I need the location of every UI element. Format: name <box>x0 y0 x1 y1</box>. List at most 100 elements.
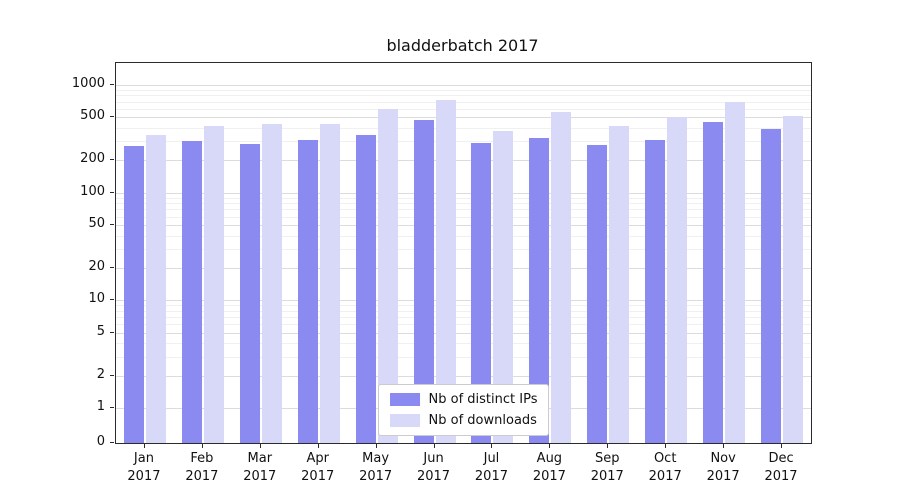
bar-downloads <box>261 124 282 443</box>
bar-downloads <box>667 117 688 443</box>
bar-downloads <box>435 100 456 443</box>
x-tick-label-line: 2017 <box>127 468 161 484</box>
gridline-minor <box>116 317 811 318</box>
x-tick-label-line: 2017 <box>185 468 219 484</box>
y-tick-mark <box>110 159 114 161</box>
x-tick-mark <box>781 444 783 448</box>
x-tick-mark <box>201 444 203 448</box>
y-tick-mark <box>110 442 114 443</box>
x-tick-label: Jan 2017 <box>112 450 176 485</box>
y-tick-mark <box>110 374 114 376</box>
gridline-major <box>116 117 811 119</box>
x-tick-label: Mar 2017 <box>228 450 292 485</box>
bar-downloads <box>551 112 572 443</box>
gridline-minor <box>116 343 811 345</box>
x-tick-mark <box>143 444 145 448</box>
x-tick-mark <box>549 444 551 448</box>
x-tick-label-line: 2017 <box>416 468 451 484</box>
gridline-minor <box>116 235 811 237</box>
bar-distinct-ips <box>123 146 144 443</box>
y-tick-mark <box>110 331 114 333</box>
y-tick-label: 200 <box>80 151 105 167</box>
gridline-minor <box>116 101 811 103</box>
bar-distinct-ips <box>413 120 434 443</box>
bar-distinct-ips <box>529 138 550 443</box>
x-tick-label-line: Oct <box>653 451 677 466</box>
x-tick-mark <box>607 444 609 448</box>
gridline-minor <box>116 197 811 199</box>
x-tick-label-line: 2017 <box>359 468 393 484</box>
gridline-major <box>116 300 811 302</box>
x-tick-label-line: Jun <box>423 451 444 466</box>
x-tick-label-line: 2017 <box>243 468 277 484</box>
x-tick-label-line: 2017 <box>648 468 682 484</box>
x-tick-label-line: 2017 <box>532 468 566 484</box>
legend-swatch-distinct-ips <box>389 393 420 406</box>
y-tick-label: 10 <box>88 291 105 307</box>
x-tick-label: Oct 2017 <box>633 450 697 485</box>
bar-distinct-ips <box>645 139 666 443</box>
y-tick-mark <box>110 299 114 301</box>
x-tick-label-line: 2017 <box>706 468 740 484</box>
gridline-minor <box>116 248 811 250</box>
legend-label-distinct-ips: Nb of distinct IPs <box>428 392 538 407</box>
y-tick-label: 50 <box>88 216 105 232</box>
x-tick-label: Jun 2017 <box>402 450 466 485</box>
gridline-minor <box>116 324 811 326</box>
y-tick-label: 1000 <box>71 75 105 91</box>
y-tick-label: 0 <box>96 434 105 449</box>
y-tick-mark <box>110 224 114 226</box>
bar-downloads <box>725 101 746 443</box>
x-tick-mark <box>259 444 261 448</box>
gridline-minor <box>116 209 811 211</box>
x-tick-label-line: Dec <box>768 451 794 466</box>
gridline-minor <box>116 108 811 110</box>
x-tick-label-line: May <box>362 451 390 466</box>
plot-area: Nb of distinct IPs Nb of downloads <box>115 62 812 444</box>
y-tick-label: 100 <box>80 183 105 199</box>
bar-downloads <box>377 108 398 443</box>
x-tick-mark <box>665 444 667 448</box>
gridline-major <box>116 225 811 227</box>
bar-distinct-ips <box>239 143 260 443</box>
x-tick-label: Dec 2017 <box>749 450 813 485</box>
y-tick-label: 2 <box>96 366 105 382</box>
y-tick-label: 500 <box>80 108 105 124</box>
y-tick-label: 20 <box>88 258 105 274</box>
bar-downloads <box>783 116 804 443</box>
legend-item-distinct-ips: Nb of distinct IPs <box>389 392 538 407</box>
x-tick-label-line: Nov <box>710 451 736 466</box>
y-tick-label: 1 <box>96 399 105 414</box>
x-tick-mark <box>433 444 435 448</box>
bar-distinct-ips <box>355 135 376 443</box>
x-tick-label-line: Jan <box>133 451 154 466</box>
x-tick-label-line: Aug <box>536 451 563 466</box>
x-tick-label-line: 2017 <box>590 468 624 484</box>
gridline-minor <box>116 95 811 97</box>
x-tick-label: Jul 2017 <box>459 450 523 485</box>
gridline-major <box>116 332 811 334</box>
x-tick-mark <box>317 444 319 448</box>
gridline-major <box>116 375 811 377</box>
x-tick-mark <box>491 444 493 448</box>
gridline-minor <box>116 127 811 129</box>
legend-item-downloads: Nb of downloads <box>389 413 538 428</box>
x-tick-mark <box>375 444 377 448</box>
bar-downloads <box>609 126 630 443</box>
bar-distinct-ips <box>471 142 492 443</box>
gridline-minor <box>116 305 811 307</box>
gridline-major <box>116 267 811 269</box>
bar-distinct-ips <box>703 121 724 443</box>
gridline-major <box>116 160 811 162</box>
x-tick-label-line: 2017 <box>764 468 798 484</box>
x-tick-label-line: Jul <box>483 451 500 466</box>
gridline-major <box>116 84 811 86</box>
x-tick-label-line: Feb <box>190 451 214 466</box>
bar-downloads <box>145 135 166 443</box>
legend-swatch-downloads <box>389 414 420 427</box>
legend-label-downloads: Nb of downloads <box>428 413 537 428</box>
y-tick-mark <box>110 407 114 408</box>
x-tick-label: Nov 2017 <box>691 450 755 485</box>
bar-distinct-ips <box>761 129 782 443</box>
